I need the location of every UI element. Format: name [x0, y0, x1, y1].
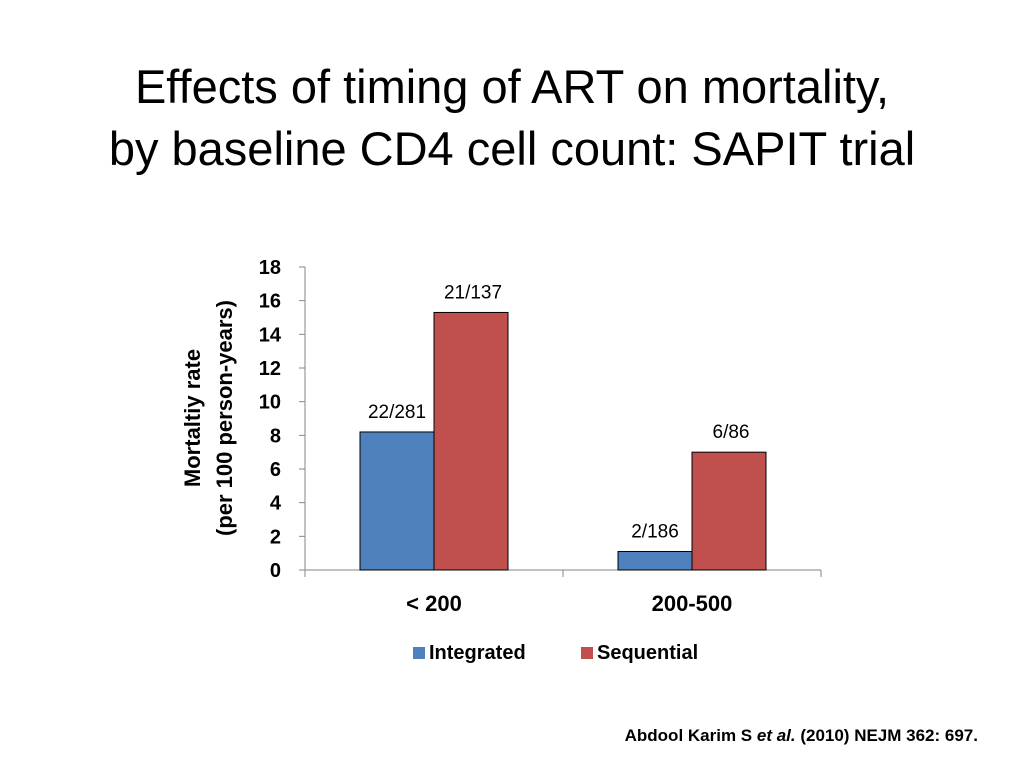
x-category-label: < 200 [406, 591, 462, 616]
data-label: 21/137 [444, 282, 502, 303]
y-axis-label-line-1: Mortaltiy rate [180, 349, 205, 487]
y-tick-label: 4 [270, 493, 282, 515]
bar-integrated-1 [359, 431, 435, 571]
y-tick-label: 10 [259, 392, 281, 414]
data-label: 6/86 [713, 422, 750, 443]
bar-sequential-1 [433, 311, 509, 571]
y-tick-label: 16 [259, 291, 281, 313]
legend-swatch-sequential [581, 647, 593, 659]
legend-label-integrated: Integrated [429, 642, 526, 664]
y-tick-label: 8 [270, 425, 281, 447]
data-label: 2/186 [631, 521, 679, 542]
y-tick-label: 18 [259, 257, 281, 279]
y-tick-label: 0 [270, 560, 281, 582]
title-line-2: by baseline CD4 cell count: SAPIT trial [108, 122, 916, 175]
y-tick-label: 12 [259, 358, 281, 380]
citation-journal: (2010) NEJM 362: 697. [795, 726, 978, 745]
bar-sequential-2 [691, 451, 767, 571]
y-tick-label: 6 [270, 459, 281, 481]
citation-authors: Abdool Karim S [624, 726, 757, 745]
legend-label-sequential: Sequential [597, 642, 698, 664]
bar-integrated-2 [617, 550, 693, 571]
legend-swatch-integrated [413, 647, 425, 659]
slide-title: Effects of timing of ART on mortality, b… [0, 56, 1024, 180]
y-axis-label-line-2: (per 100 person-years) [212, 300, 237, 536]
y-axis-label: Mortaltiy rate (per 100 person-years) [180, 300, 237, 536]
citation-etal: et al. [756, 726, 796, 745]
citation: Abdool Karim S et al. (2010) NEJM 362: 6… [625, 726, 978, 746]
x-category-label: 200-500 [652, 591, 733, 616]
y-tick-label: 14 [259, 324, 282, 346]
title-line-1: Effects of timing of ART on mortality, [134, 60, 890, 113]
data-label: 22/281 [368, 402, 426, 423]
y-tick-label: 2 [270, 526, 281, 548]
